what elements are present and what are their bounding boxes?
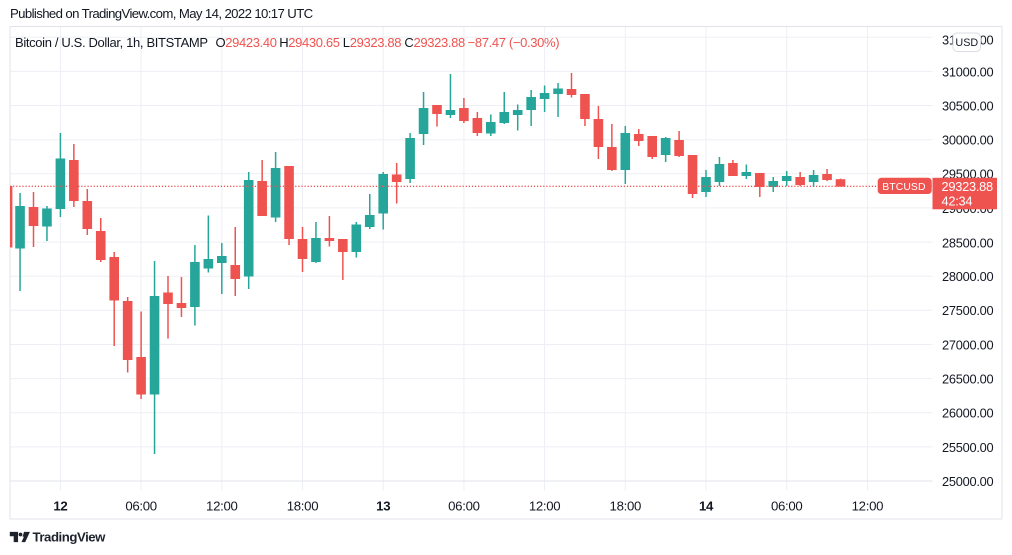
svg-text:TradingView: TradingView <box>33 529 107 544</box>
svg-text:C29323.88: C29323.88 <box>404 35 465 50</box>
svg-text:06:00: 06:00 <box>448 498 480 513</box>
svg-text:BTCUSD: BTCUSD <box>882 182 925 193</box>
svg-text:USD: USD <box>955 37 978 49</box>
svg-text:H29430.65: H29430.65 <box>279 35 340 50</box>
svg-text:30500.00: 30500.00 <box>942 98 994 113</box>
svg-text:06:00: 06:00 <box>771 498 803 513</box>
svg-text:13: 13 <box>376 498 390 513</box>
svg-text:27000.00: 27000.00 <box>942 337 994 352</box>
svg-text:O29423.40: O29423.40 <box>216 35 277 50</box>
svg-text:25000.00: 25000.00 <box>942 474 994 489</box>
svg-text:12:00: 12:00 <box>206 498 238 513</box>
svg-text:12:00: 12:00 <box>852 498 884 513</box>
svg-text:42:34: 42:34 <box>942 194 973 209</box>
svg-text:28000.00: 28000.00 <box>942 269 994 284</box>
svg-text:26500.00: 26500.00 <box>942 372 994 387</box>
svg-text:−87.47 (−0.30%): −87.47 (−0.30%) <box>468 35 560 50</box>
svg-text:30000.00: 30000.00 <box>942 133 994 148</box>
svg-text:26000.00: 26000.00 <box>942 406 994 421</box>
svg-text:14: 14 <box>699 498 714 513</box>
svg-text:18:00: 18:00 <box>287 498 319 513</box>
svg-text:25500.00: 25500.00 <box>942 440 994 455</box>
svg-text:27500.00: 27500.00 <box>942 303 994 318</box>
svg-text:29323.88: 29323.88 <box>942 179 994 194</box>
svg-text:Bitcoin / U.S. Dollar, 1h, BIT: Bitcoin / U.S. Dollar, 1h, BITSTAMP <box>15 35 208 50</box>
svg-text:31000.00: 31000.00 <box>942 64 994 79</box>
svg-text:12:00: 12:00 <box>529 498 561 513</box>
svg-text:18:00: 18:00 <box>610 498 642 513</box>
svg-text:28500.00: 28500.00 <box>942 235 994 250</box>
svg-text:12: 12 <box>53 498 67 513</box>
svg-text:L29323.88: L29323.88 <box>343 35 401 50</box>
svg-text:Published on TradingView.com,: Published on TradingView.com, May 14, 20… <box>10 6 314 21</box>
svg-text:06:00: 06:00 <box>125 498 157 513</box>
